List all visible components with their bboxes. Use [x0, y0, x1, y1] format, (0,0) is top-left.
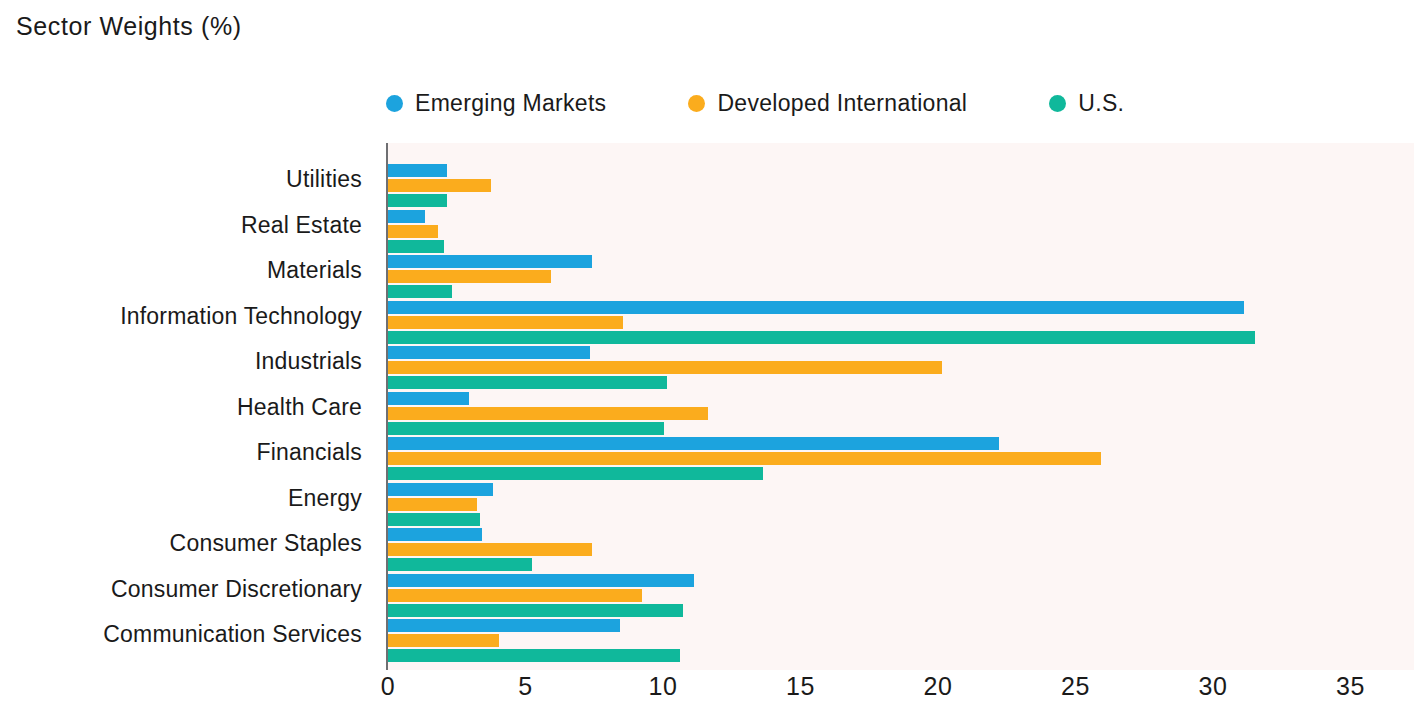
bar-group-financials — [386, 430, 1414, 476]
legend-dot-developed-international-icon — [688, 95, 705, 112]
category-label-communication-services: Communication Services — [0, 612, 386, 658]
bar-emerging-markets-health-care — [386, 392, 469, 405]
chart-title: Sector Weights (%) — [16, 12, 242, 41]
bar-emerging-markets-energy — [386, 483, 493, 496]
bar-u-s-communication-services — [386, 649, 680, 662]
bar-developed-international-financials — [386, 452, 1101, 465]
bar-developed-international-consumer-discretionary — [386, 589, 642, 602]
bar-emerging-markets-financials — [386, 437, 999, 450]
category-label-health-care: Health Care — [0, 385, 386, 431]
category-label-industrials: Industrials — [0, 339, 386, 385]
bar-emerging-markets-consumer-staples — [386, 528, 482, 541]
legend-label-emerging-markets: Emerging Markets — [415, 90, 606, 117]
category-label-consumer-staples: Consumer Staples — [0, 521, 386, 567]
x-tick-label-30: 30 — [1199, 672, 1228, 701]
category-labels: UtilitiesReal EstateMaterialsInformation… — [0, 143, 386, 670]
x-tick-label-10: 10 — [649, 672, 678, 701]
legend-dot-us-icon — [1049, 95, 1066, 112]
bar-group-materials — [386, 248, 1414, 294]
legend-item-emerging-markets: Emerging Markets — [386, 90, 606, 117]
bar-group-communication-services — [386, 612, 1414, 658]
bar-emerging-markets-materials — [386, 255, 592, 268]
x-tick-label-5: 5 — [518, 672, 532, 701]
category-label-financials: Financials — [0, 430, 386, 476]
legend-label-us: U.S. — [1078, 90, 1124, 117]
bar-emerging-markets-information-technology — [386, 301, 1244, 314]
plot-area — [386, 143, 1414, 670]
bar-developed-international-communication-services — [386, 634, 499, 647]
bar-group-real-estate — [386, 203, 1414, 249]
legend-dot-emerging-markets-icon — [386, 95, 403, 112]
x-tick-label-25: 25 — [1061, 672, 1090, 701]
bar-emerging-markets-consumer-discretionary — [386, 574, 694, 587]
category-label-utilities: Utilities — [0, 157, 386, 203]
bar-chart: UtilitiesReal EstateMaterialsInformation… — [0, 143, 1414, 670]
bar-group-utilities — [386, 157, 1414, 203]
legend-label-developed-international: Developed International — [717, 90, 967, 117]
bar-group-energy — [386, 476, 1414, 522]
bar-group-information-technology — [386, 294, 1414, 340]
sector-weights-chart: Sector Weights (%) Emerging Markets Deve… — [0, 0, 1416, 720]
bar-group-industrials — [386, 339, 1414, 385]
y-axis-line — [386, 143, 388, 670]
x-axis: 05101520253035 — [388, 672, 1416, 714]
bar-developed-international-utilities — [386, 179, 491, 192]
category-label-real-estate: Real Estate — [0, 203, 386, 249]
bar-developed-international-information-technology — [386, 316, 623, 329]
category-label-energy: Energy — [0, 476, 386, 522]
x-tick-label-0: 0 — [381, 672, 395, 701]
bar-developed-international-materials — [386, 270, 551, 283]
x-tick-label-35: 35 — [1336, 672, 1365, 701]
x-tick-label-15: 15 — [786, 672, 815, 701]
bar-developed-international-energy — [386, 498, 477, 511]
bar-developed-international-consumer-staples — [386, 543, 592, 556]
category-label-consumer-discretionary: Consumer Discretionary — [0, 567, 386, 613]
bar-emerging-markets-communication-services — [386, 619, 620, 632]
legend: Emerging Markets Developed International… — [386, 90, 1124, 117]
bar-emerging-markets-real-estate — [386, 210, 425, 223]
bar-group-consumer-discretionary — [386, 567, 1414, 613]
bar-emerging-markets-utilities — [386, 164, 447, 177]
bar-group-health-care — [386, 385, 1414, 431]
category-label-materials: Materials — [0, 248, 386, 294]
bar-developed-international-real-estate — [386, 225, 438, 238]
bar-developed-international-industrials — [386, 361, 942, 374]
bar-group-consumer-staples — [386, 521, 1414, 567]
category-label-information-technology: Information Technology — [0, 294, 386, 340]
legend-item-us: U.S. — [1049, 90, 1124, 117]
bar-emerging-markets-industrials — [386, 346, 590, 359]
legend-item-developed-international: Developed International — [688, 90, 967, 117]
x-tick-label-20: 20 — [924, 672, 953, 701]
bar-developed-international-health-care — [386, 407, 708, 420]
